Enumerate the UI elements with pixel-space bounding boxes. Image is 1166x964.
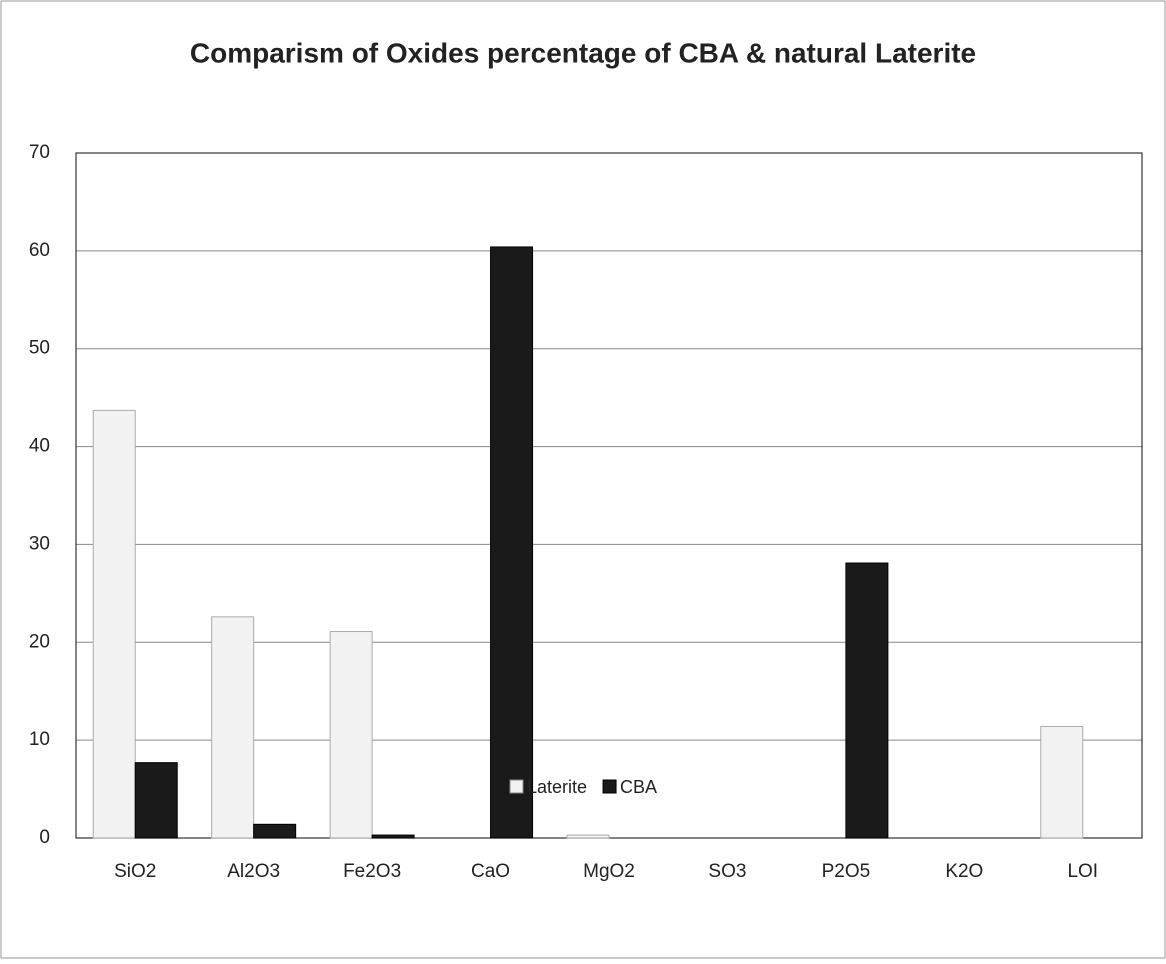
y-tick-label: 70 (29, 142, 50, 163)
x-tick-label: K2O (945, 861, 983, 882)
y-tick-label: 60 (29, 240, 50, 261)
bar (490, 246, 534, 839)
bar (845, 562, 889, 839)
y-tick-label: 10 (29, 729, 50, 750)
x-tick-label: CaO (471, 861, 510, 882)
bar (211, 616, 255, 839)
y-tick-label: 50 (29, 338, 50, 359)
x-tick-label: Fe2O3 (343, 861, 401, 882)
y-tick-label: 0 (39, 827, 50, 848)
y-tick-label: 30 (29, 533, 50, 554)
legend-swatch (509, 779, 524, 794)
x-tick-label: SiO2 (114, 861, 156, 882)
bar (371, 834, 415, 839)
bar (566, 834, 610, 839)
x-tick-label: LOI (1067, 861, 1098, 882)
legend-label: CBA (620, 777, 657, 797)
x-tick-label: P2O5 (822, 861, 871, 882)
legend-swatch (602, 779, 617, 794)
x-tick-label: MgO2 (583, 861, 635, 882)
bar (253, 823, 297, 839)
bar (329, 631, 373, 839)
bar (92, 409, 136, 839)
chart-title: Comparism of Oxides percentage of CBA & … (190, 37, 976, 68)
legend-label: Laterite (527, 777, 587, 797)
x-tick-label: SO3 (708, 861, 746, 882)
y-tick-label: 20 (29, 631, 50, 652)
y-tick-label: 40 (29, 436, 50, 457)
x-tick-label: Al2O3 (227, 861, 280, 882)
bar (1040, 725, 1084, 839)
bar (134, 762, 178, 839)
